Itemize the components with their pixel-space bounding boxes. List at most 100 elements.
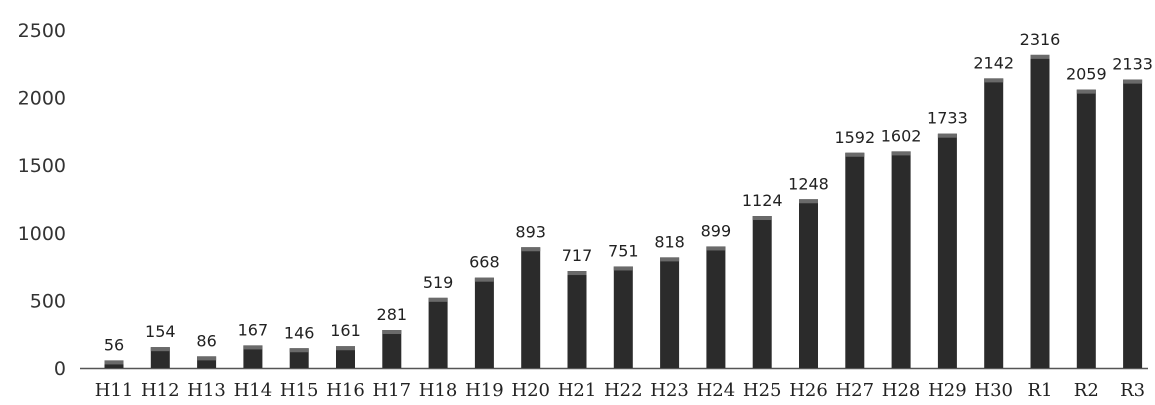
data-label-h20: 893 xyxy=(515,222,546,241)
data-label-h29: 1733 xyxy=(927,109,968,128)
data-label-h21: 717 xyxy=(562,246,593,265)
x-tick-label-h24: H24 xyxy=(697,380,736,401)
x-tick-label-h23: H23 xyxy=(650,380,689,401)
bar-h20 xyxy=(521,247,541,368)
bar-h16 xyxy=(336,346,355,368)
bar-cap-h11 xyxy=(104,360,124,365)
bar-cap-h29 xyxy=(937,133,957,138)
x-tick-label-h11: H11 xyxy=(95,380,134,401)
bar-h19 xyxy=(474,277,494,368)
x-tick-label-h12: H12 xyxy=(141,380,180,401)
bar-cap-h26 xyxy=(799,199,818,204)
bar-cap-h18 xyxy=(428,297,448,302)
bar-r2 xyxy=(1076,89,1096,368)
bar-h14 xyxy=(243,345,263,368)
y-tick-label: 1000 xyxy=(18,223,66,245)
bar-cap-h28 xyxy=(891,151,911,156)
x-tick-label-h20: H20 xyxy=(511,380,550,401)
x-axis-labels: H11 H12 H13 H14 H15 H16 H17 H18 H19 H20 H21 H22 H23 H… xyxy=(95,380,1145,401)
y-tick-label: 1500 xyxy=(18,155,66,177)
bar-cap-h15 xyxy=(289,348,309,353)
x-tick-label-h26: H26 xyxy=(789,380,828,401)
bar-h23 xyxy=(660,257,680,368)
bar-h29 xyxy=(937,133,957,368)
bar-h17 xyxy=(382,330,402,368)
data-label-h22: 751 xyxy=(608,241,639,260)
y-tick-label: 0 xyxy=(54,358,66,380)
x-tick-label-h29: H29 xyxy=(928,380,967,401)
data-label-h18: 519 xyxy=(423,273,454,292)
bar-cap-h13 xyxy=(197,356,217,361)
data-labels: 56 154 86 167 146 161 281 519 668 893 717 751 818 899… xyxy=(104,30,1153,355)
x-tick-label-h19: H19 xyxy=(465,380,504,401)
bar-cap-h30 xyxy=(984,78,1004,83)
bar-cap-h21 xyxy=(567,271,587,276)
x-tick-label-h16: H16 xyxy=(326,380,365,401)
bar-cap-h24 xyxy=(706,246,726,251)
bar-h24 xyxy=(706,246,726,368)
data-label-h25: 1124 xyxy=(742,191,783,210)
x-tick-label-h15: H15 xyxy=(280,380,319,401)
bars xyxy=(104,54,1143,368)
data-label-h23: 818 xyxy=(654,232,685,251)
data-label-h30: 2142 xyxy=(973,53,1014,72)
x-tick-label-h18: H18 xyxy=(419,380,458,401)
bar-h26 xyxy=(799,199,818,368)
data-label-h14: 167 xyxy=(238,320,269,339)
data-label-h13: 86 xyxy=(196,331,216,350)
bar-h27 xyxy=(845,152,865,368)
bar-r1 xyxy=(1030,54,1050,368)
bar-cap-h22 xyxy=(613,266,633,271)
bar-cap-r1 xyxy=(1030,54,1050,59)
bar-h12 xyxy=(150,347,170,368)
data-label-h16: 161 xyxy=(330,321,361,340)
y-tick-label: 500 xyxy=(30,290,66,312)
bar-cap-h16 xyxy=(336,346,355,351)
x-tick-label-r1: R1 xyxy=(1027,380,1052,401)
bar-h25 xyxy=(752,216,772,368)
data-label-r2: 2059 xyxy=(1066,65,1107,84)
bar-cap-h19 xyxy=(474,277,494,282)
data-label-h28: 1602 xyxy=(881,126,922,145)
data-label-r3: 2133 xyxy=(1112,55,1153,74)
bar-cap-h27 xyxy=(845,152,865,157)
data-label-h26: 1248 xyxy=(788,174,829,193)
x-tick-label-h13: H13 xyxy=(187,380,226,401)
data-label-h19: 668 xyxy=(469,253,500,272)
y-tick-label: 2000 xyxy=(18,88,66,110)
bar-cap-r2 xyxy=(1076,89,1096,94)
bar-r3 xyxy=(1123,79,1143,368)
data-label-h11: 56 xyxy=(104,335,124,354)
data-label-h15: 146 xyxy=(284,323,315,342)
bar-cap-h12 xyxy=(150,347,170,352)
x-tick-label-r3: R3 xyxy=(1120,380,1145,401)
bar-cap-h23 xyxy=(660,257,680,262)
data-label-h12: 154 xyxy=(145,322,176,341)
x-tick-label-h30: H30 xyxy=(974,380,1013,401)
bar-h28 xyxy=(891,151,911,368)
bar-cap-h25 xyxy=(752,216,772,221)
bar-cap-r3 xyxy=(1123,79,1143,84)
x-tick-label-h25: H25 xyxy=(743,380,782,401)
y-axis: 0 500 1000 1500 2000 2500 xyxy=(18,20,66,380)
x-tick-label-h22: H22 xyxy=(604,380,643,401)
bar-cap-h17 xyxy=(382,330,402,335)
x-tick-label-h28: H28 xyxy=(882,380,921,401)
data-label-h27: 1592 xyxy=(834,128,875,147)
bar-cap-h20 xyxy=(521,247,541,252)
y-tick-label: 2500 xyxy=(18,20,66,42)
x-tick-label-h14: H14 xyxy=(234,380,273,401)
bar-h22 xyxy=(613,266,633,368)
bar-h15 xyxy=(289,348,309,368)
bar-cap-h14 xyxy=(243,345,263,350)
data-label-h17: 281 xyxy=(377,305,408,324)
data-label-r1: 2316 xyxy=(1020,30,1061,49)
x-tick-label-h27: H27 xyxy=(835,380,874,401)
x-tick-label-h21: H21 xyxy=(558,380,597,401)
bar-h13 xyxy=(197,356,217,368)
bar-h18 xyxy=(428,297,448,368)
data-label-h24: 899 xyxy=(701,221,732,240)
x-tick-label-h17: H17 xyxy=(372,380,411,401)
bar-h30 xyxy=(984,78,1004,368)
